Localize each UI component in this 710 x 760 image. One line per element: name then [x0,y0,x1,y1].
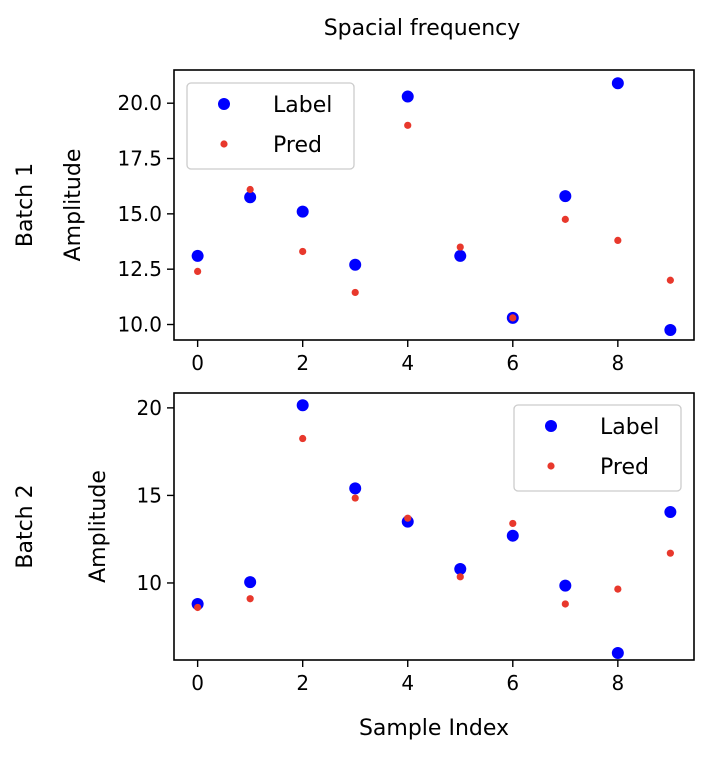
data-point-pred [246,595,254,603]
data-point-pred [666,276,674,284]
x-tick-label: 4 [401,351,414,375]
row-label: Batch 2 [13,484,38,568]
x-tick-label: 2 [296,351,309,375]
data-point-pred [614,585,622,593]
y-tick-label: 15 [137,483,162,507]
chart-panel-2: 0 2 4 6 8 10 15 20 Amplitude Batch 2 Sample Index L… [13,392,695,741]
x-tick-label: 0 [191,351,204,375]
y-tick-label: 10 [137,571,162,595]
legend: Label Pred [186,82,355,170]
legend-label: Pred [600,455,649,480]
data-point-label [191,249,204,262]
data-point-label [506,529,519,542]
data-point-pred [456,573,464,581]
data-point-label [401,90,414,103]
y-tick-label: 15.0 [117,202,162,226]
data-point-label [349,482,362,495]
x-tick-label: 6 [506,351,519,375]
y-axis-label: Amplitude [61,149,86,262]
y-tick-label: 20.0 [117,91,162,115]
data-point-label [611,646,624,659]
x-tick-label: 2 [296,671,309,695]
x-axis-label: Sample Index [359,716,509,741]
legend-marker [547,462,555,470]
y-tick-label: 20 [137,396,162,420]
x-tick-label: 4 [401,671,414,695]
legend: Label Pred [513,404,682,492]
data-point-pred [351,288,359,297]
y-tick-label: 12.5 [117,257,162,281]
row-label: Batch 1 [13,163,38,247]
x-tick-label: 6 [506,671,519,695]
data-point-label [244,191,257,204]
data-point-pred [351,494,359,502]
data-point-label [296,205,309,218]
data-point-label [454,249,467,262]
x-tick-label: 8 [611,351,624,375]
data-point-label [349,258,362,271]
y-tick-label: 17.5 [117,147,162,171]
legend-label: Pred [273,133,322,158]
data-point-pred [509,519,517,528]
legend-marker [220,140,228,148]
data-point-label [664,506,677,519]
data-point-pred [509,314,517,322]
data-point-pred [194,603,202,612]
y-tick-label: 10.0 [117,313,162,337]
data-point-pred [299,434,307,443]
legend-label: Label [600,415,659,440]
x-tick-label: 0 [191,671,204,695]
data-point-pred [456,243,464,251]
y-axis-label: Amplitude [86,470,111,583]
data-point-pred [194,267,202,275]
axes-frame [173,69,695,341]
data-point-label [296,399,309,412]
legend-label: Label [273,93,332,118]
data-point-label [559,190,572,203]
data-point-label [664,324,677,337]
data-point-pred [404,514,412,522]
data-point-pred [299,247,307,256]
data-point-label [244,576,257,589]
data-point-pred [561,600,569,608]
legend-marker [218,98,230,110]
data-point-pred [666,549,674,557]
figure-title: Spacial frequency [324,16,521,41]
x-tick-label: 8 [611,671,624,695]
data-point-pred [404,121,412,129]
data-point-pred [614,236,622,245]
axes-frame [173,392,695,661]
data-point-label [454,562,467,575]
legend-marker [545,420,557,432]
data-point-label [611,77,624,90]
data-point-pred [246,185,254,194]
data-point-label [559,579,572,592]
data-point-pred [561,215,569,223]
chart-panel-1: 0 2 4 6 8 10.0 12.5 15.0 17.5 20.0 Amplitude Batch … [13,69,695,375]
